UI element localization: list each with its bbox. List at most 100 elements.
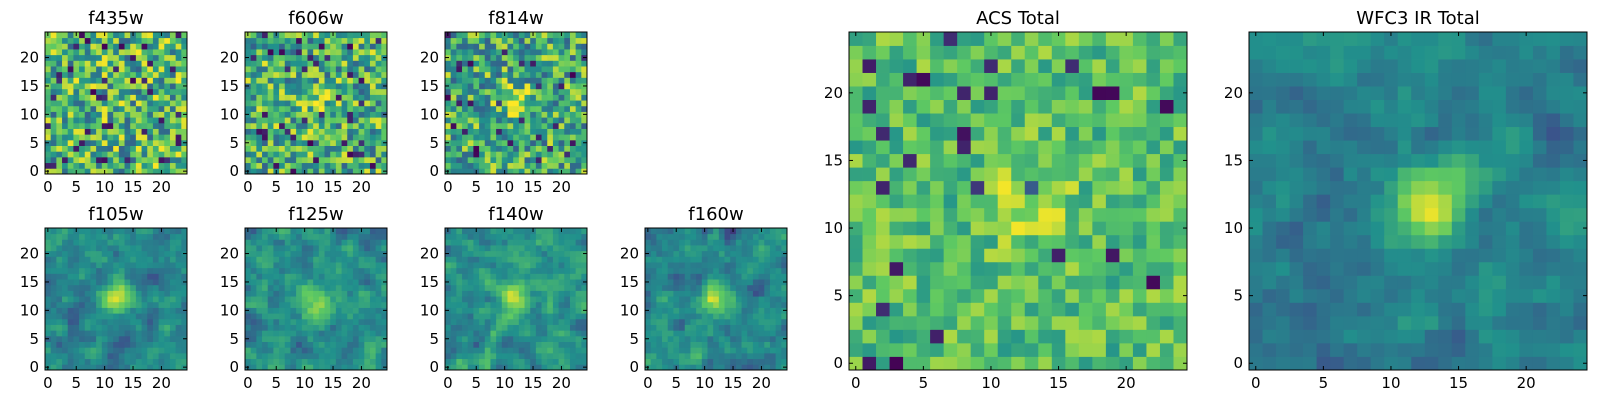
heatmap-cell [501, 324, 508, 331]
heatmap-cell [347, 111, 354, 118]
heatmap-cell [313, 330, 320, 337]
heatmap-cell [707, 290, 714, 297]
heatmap-cell [50, 290, 57, 297]
heatmap-cell [273, 250, 280, 257]
heatmap-cell [45, 267, 52, 274]
heatmap-cell [124, 347, 131, 354]
heatmap-cell [290, 358, 297, 365]
heatmap-cell [1132, 207, 1147, 222]
heatmap-cell [541, 105, 548, 112]
heatmap-cell [518, 256, 525, 263]
heatmap-cell [1092, 234, 1107, 249]
heatmap-cell [90, 77, 97, 84]
heatmap-cell [1119, 302, 1134, 317]
heatmap-cell [118, 32, 125, 39]
heatmap-cell [558, 111, 565, 118]
heatmap-cell [876, 248, 890, 263]
heatmap-cell [679, 233, 686, 240]
heatmap-cell [518, 273, 525, 280]
heatmap-cell [575, 330, 582, 337]
heatmap-cell [73, 100, 80, 107]
heatmap-cell [79, 151, 86, 158]
heatmap-cell [135, 233, 142, 240]
heatmap-cell [741, 267, 748, 274]
heatmap-cell [490, 267, 497, 274]
heatmap-cell [662, 330, 669, 337]
heatmap-cell [245, 100, 252, 107]
heatmap-cell [245, 94, 252, 101]
heatmap-cell [496, 318, 503, 325]
heatmap-cell [369, 156, 377, 164]
heatmap-cell [479, 347, 486, 354]
heatmap-cell [741, 330, 748, 337]
heatmap-cell [62, 250, 69, 257]
heatmap-cell [73, 128, 80, 135]
heatmap-cell [1051, 167, 1066, 182]
heatmap-cell [313, 347, 320, 354]
heatmap-cell [164, 77, 171, 84]
heatmap-cell [490, 54, 497, 61]
heatmap-cell [1119, 194, 1134, 209]
heatmap-cell [713, 228, 720, 235]
heatmap-cell [284, 228, 291, 235]
heatmap-cell [684, 239, 691, 246]
heatmap-cell [181, 32, 188, 39]
heatmap-cell [158, 139, 165, 146]
heatmap-cell [45, 256, 52, 263]
heatmap-cell [1024, 234, 1039, 249]
heatmap-cell [456, 262, 463, 269]
heatmap-cell [713, 335, 720, 342]
heatmap-cell [456, 273, 463, 280]
heatmap-cell [164, 335, 171, 342]
heatmap-cell [479, 43, 486, 50]
heatmap-cell [445, 105, 452, 112]
heatmap-cell [889, 315, 904, 330]
panel-title: f140w [488, 204, 543, 225]
heatmap-cell [318, 32, 325, 39]
heatmap-cell [752, 233, 759, 240]
heatmap-cell [169, 262, 177, 269]
heatmap-cell [341, 352, 348, 360]
heatmap-cell [307, 335, 314, 342]
heatmap-cell [279, 60, 286, 67]
heatmap-cell [375, 37, 382, 44]
heatmap-cell [352, 279, 359, 286]
heatmap-cell [67, 168, 74, 175]
heatmap-cell [84, 145, 91, 152]
heatmap-cell [747, 245, 754, 252]
heatmap-cell [764, 352, 771, 360]
heatmap-cell [662, 364, 669, 371]
heatmap-cell [324, 239, 331, 246]
heatmap-cell [96, 128, 103, 135]
heatmap-cell [541, 267, 548, 274]
heatmap-cell [473, 347, 480, 354]
heatmap-cell [181, 60, 188, 67]
heatmap-cell [318, 256, 325, 263]
heatmap-cell [1105, 234, 1120, 249]
heatmap-cell [696, 313, 703, 320]
heatmap-cell [307, 245, 314, 252]
heatmap-cell [1105, 356, 1120, 371]
heatmap-cell [473, 162, 480, 169]
heatmap-cell [667, 358, 674, 365]
heatmap-cell [284, 100, 291, 107]
heatmap-cell [530, 267, 537, 274]
heatmap-cell [118, 134, 125, 141]
heatmap-cell [124, 335, 131, 342]
heatmap-cell [662, 245, 669, 252]
heatmap-cell [113, 233, 120, 240]
heatmap-cell [581, 162, 588, 169]
heatmap-cell [358, 43, 365, 50]
heatmap-cell [341, 324, 348, 331]
heatmap-cell [262, 60, 269, 67]
heatmap-cell [262, 151, 269, 158]
heatmap-cell [569, 151, 577, 158]
heatmap-cell [513, 239, 520, 246]
heatmap-cell [364, 262, 371, 269]
heatmap-cell [849, 207, 863, 222]
heatmap-cell [581, 117, 588, 124]
heatmap-cell [369, 341, 377, 348]
heatmap-cell [381, 330, 388, 337]
heatmap-cell [290, 239, 297, 246]
heatmap-cell [96, 77, 103, 84]
